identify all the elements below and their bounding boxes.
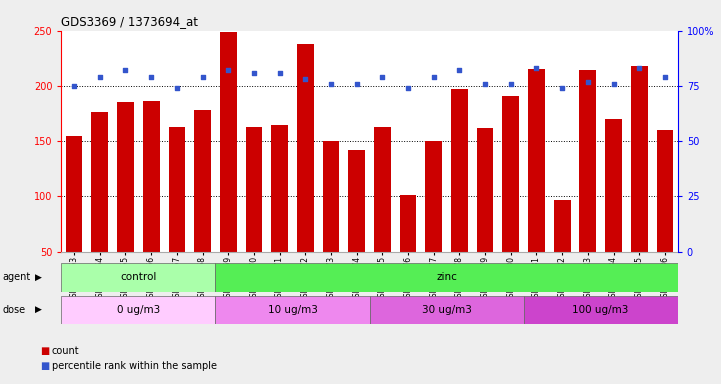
Point [248,70,260,76]
Text: percentile rank within the sample: percentile rank within the sample [52,361,217,371]
Text: control: control [120,272,156,283]
Point [479,81,491,87]
Bar [169,127,185,252]
Point [659,74,671,80]
Bar [271,124,288,252]
Bar [370,296,523,324]
Bar [322,141,340,252]
Point [582,78,593,84]
Point [325,81,337,87]
Text: zinc: zinc [436,272,457,283]
Bar [657,130,673,252]
Text: 0 ug/m3: 0 ug/m3 [117,305,160,315]
Bar [477,128,493,252]
Point [94,74,105,80]
Point [351,81,363,87]
Point [197,74,208,80]
Point [634,65,645,71]
Point [505,81,516,87]
Bar [216,263,678,292]
Bar [523,296,678,324]
Point [557,85,568,91]
Bar [66,136,82,252]
Text: 100 ug/m3: 100 ug/m3 [572,305,629,315]
Bar [451,89,468,252]
Bar [399,195,417,252]
Point [274,70,286,76]
Bar [297,44,314,252]
Bar [220,32,236,252]
Point [120,68,131,74]
Bar [194,110,211,252]
Bar [374,127,391,252]
Bar [425,141,442,252]
Point [68,83,80,89]
Text: ■: ■ [40,346,49,356]
Bar [117,103,134,252]
Point [531,65,542,71]
Text: count: count [52,346,79,356]
Bar [528,70,545,252]
Bar [216,296,370,324]
Text: 30 ug/m3: 30 ug/m3 [422,305,472,315]
Text: 10 ug/m3: 10 ug/m3 [267,305,317,315]
Bar [554,200,570,252]
Bar [61,263,216,292]
Text: agent: agent [2,272,30,282]
Point [608,81,619,87]
Bar [631,66,647,252]
Bar [580,71,596,252]
Bar [61,296,216,324]
Bar [92,113,108,252]
Point [402,85,414,91]
Point [146,74,157,80]
Point [299,76,311,83]
Text: GDS3369 / 1373694_at: GDS3369 / 1373694_at [61,15,198,28]
Text: ▶: ▶ [35,305,42,314]
Bar [348,150,365,252]
Point [223,68,234,74]
Text: ■: ■ [40,361,49,371]
Text: dose: dose [2,305,25,315]
Text: ▶: ▶ [35,273,42,282]
Point [376,74,388,80]
Point [171,85,182,91]
Point [454,68,465,74]
Bar [143,101,159,252]
Bar [246,127,262,252]
Bar [503,96,519,252]
Point [428,74,440,80]
Bar [605,119,622,252]
